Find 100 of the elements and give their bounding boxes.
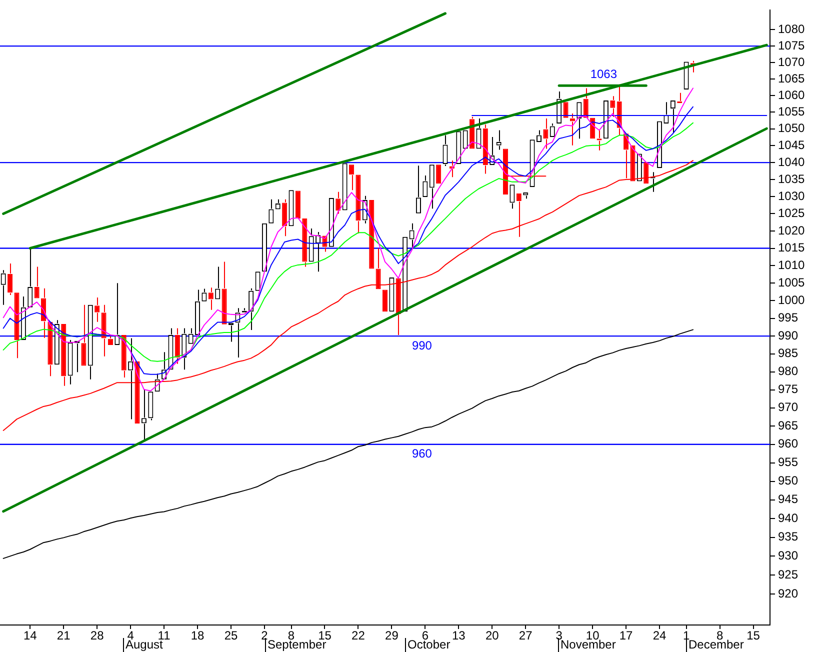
candlestick (128, 338, 134, 420)
candlestick (202, 288, 207, 302)
x-tick-label: 15 (746, 628, 760, 643)
candlestick (543, 118, 548, 150)
candlestick (14, 292, 20, 359)
candlestick (328, 198, 334, 247)
candlestick (54, 320, 60, 365)
candlestick (195, 289, 200, 335)
candlestick (603, 100, 608, 139)
y-tick-label: 930 (778, 548, 798, 562)
y-tick-label: 1035 (778, 172, 806, 186)
candlestick (356, 174, 361, 234)
candlestick (295, 190, 300, 219)
x-tick-label: 17 (619, 628, 634, 643)
candlestick (114, 282, 120, 345)
y-tick-label: 995 (778, 310, 798, 325)
x-tick-label: 21 (56, 628, 71, 643)
y-tick-label: 1015 (778, 240, 806, 255)
x-tick-label: 14 (23, 628, 38, 643)
y-tick-label: 955 (778, 455, 798, 470)
candlestick (148, 392, 154, 421)
candlestick (436, 164, 442, 184)
y-tick-label: 920 (778, 586, 798, 601)
y-tick-label: 975 (778, 382, 798, 396)
x-tick-label: 29 (385, 628, 399, 643)
candlestick (462, 130, 468, 149)
y-tick-label: 970 (778, 400, 798, 414)
x-tick-label: 20 (485, 628, 500, 643)
y-tick-label: 1050 (778, 121, 806, 136)
y-tick-label: 1005 (778, 275, 806, 290)
annotation: 1063 (590, 66, 618, 81)
candlestick (396, 278, 401, 336)
x-tick-label: 22 (352, 628, 366, 643)
candlestick (0, 270, 6, 306)
candlestick (34, 266, 40, 298)
y-tick-label: 1060 (778, 88, 806, 102)
y-tick-label: 1055 (778, 104, 806, 118)
y-tick-label: 990 (778, 328, 798, 342)
x-tick-label: 27 (518, 628, 533, 643)
candlestick (88, 304, 93, 380)
y-tick-label: 945 (778, 492, 798, 506)
candlestick (456, 131, 462, 164)
candlestick (496, 130, 502, 150)
y-tick-label: 940 (778, 510, 798, 525)
x-tick-label: 8 (716, 628, 724, 643)
candlestick (248, 288, 254, 331)
x-tick-label: 28 (90, 628, 104, 643)
candlestick (409, 222, 414, 249)
y-tick-label: 1070 (778, 54, 806, 69)
candlestick (134, 361, 140, 424)
candlestick (208, 287, 214, 310)
candlestick (670, 100, 676, 134)
candlestick (222, 261, 227, 324)
y-tick-label: 1080 (778, 22, 806, 36)
candlestick (288, 190, 294, 226)
candlestick (610, 96, 616, 118)
y-tick-label: 1075 (778, 38, 806, 52)
y-tick-label: 985 (778, 346, 798, 360)
y-tick-label: 980 (778, 364, 798, 378)
candlestick (563, 102, 568, 118)
candlestick (81, 304, 86, 366)
y-tick-label: 1030 (778, 188, 806, 203)
candlestick (636, 154, 642, 182)
ref-line-label: 960 (412, 446, 432, 461)
candlestick (376, 248, 381, 290)
candlestick (349, 164, 354, 191)
y-tick-label: 925 (778, 567, 798, 582)
candlestick (121, 334, 126, 378)
candlestick (389, 278, 394, 312)
candlestick (174, 328, 180, 364)
candlestick (61, 324, 66, 386)
x-tick-label: 24 (652, 628, 667, 643)
candlestick (268, 198, 274, 224)
ref-line-label: 990 (412, 338, 432, 352)
candlestick (94, 297, 100, 322)
y-tick-label: 965 (778, 418, 798, 432)
candlestick (342, 163, 348, 210)
candlestick (442, 134, 448, 166)
y-tick-label: 1010 (778, 258, 806, 272)
candlestick (416, 165, 421, 214)
candlestick (510, 184, 515, 210)
candlestick (429, 164, 434, 210)
y-tick-label: 950 (778, 474, 798, 488)
candlestick (28, 248, 33, 308)
y-tick-label: 1045 (778, 138, 806, 152)
candlestick (516, 194, 522, 238)
y-tick-label: 1020 (778, 223, 806, 238)
candlestick (68, 339, 73, 385)
candlestick (215, 266, 220, 300)
x-tick-label: 13 (452, 628, 466, 643)
y-tick-label: 1000 (778, 292, 806, 307)
y-tick-label: 1065 (778, 71, 806, 86)
y-tick-label: 1040 (778, 154, 806, 169)
y-tick-label: 960 (778, 436, 798, 451)
candlestick (188, 328, 194, 344)
y-tick-label: 1025 (778, 206, 806, 220)
y-tick-label: 935 (778, 530, 798, 544)
candlestick (282, 198, 288, 237)
candlestick (422, 174, 428, 197)
x-tick-label: 15 (318, 628, 332, 643)
